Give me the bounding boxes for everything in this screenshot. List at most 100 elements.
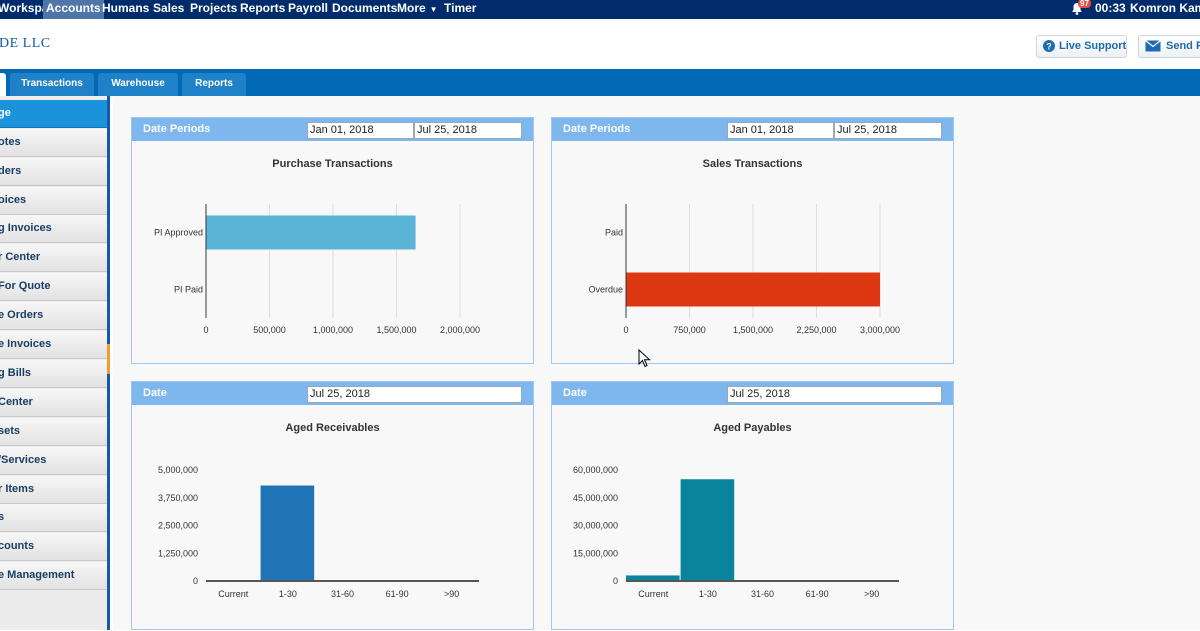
module-tab-bar: Transactions Warehouse Reports bbox=[0, 69, 1200, 96]
y-tick-label: 15,000,000 bbox=[573, 548, 618, 558]
x-category-label: 1-30 bbox=[279, 589, 297, 599]
sales-transactions-panel: Date Periods Jan 01, 2018 Jul 25, 2018 S… bbox=[551, 117, 954, 364]
x-category-label: 61-90 bbox=[386, 589, 409, 599]
send-feedback-button[interactable]: Send Feedback bbox=[1138, 35, 1200, 58]
aged-payables-chart: 0 15,000,000 30,000,000 45,000,000 60,000,00… bbox=[573, 465, 899, 599]
x-tick-label: 1,500,000 bbox=[733, 325, 773, 335]
sidebar-item-recurring-invoices[interactable]: g Invoices bbox=[0, 215, 107, 243]
y-tick-label: 45,000,000 bbox=[573, 493, 618, 503]
bar bbox=[626, 272, 880, 307]
sidebar-item-accounts[interactable]: counts bbox=[0, 533, 107, 561]
clock-time: 00:33 bbox=[1095, 1, 1126, 15]
date-to-input[interactable]: Jul 25, 2018 bbox=[834, 122, 942, 139]
date-to-input[interactable]: Jul 25, 2018 bbox=[414, 122, 522, 139]
x-tick-label: 2,250,000 bbox=[796, 325, 836, 335]
tab-reports[interactable]: Reports bbox=[182, 73, 246, 96]
x-category-label: Current bbox=[218, 589, 249, 599]
purchase-transactions-chart: 0 500,000 1,000,000 1,500,000 2,000,000 PI Ap… bbox=[154, 204, 480, 335]
sidebar-item-dashboard[interactable]: ge bbox=[0, 100, 107, 128]
envelope-icon bbox=[1145, 40, 1161, 52]
y-tick-label: 0 bbox=[613, 576, 618, 586]
x-tick-label: 1,500,000 bbox=[376, 325, 416, 335]
sidebar-item-purchase-invoices[interactable]: e Invoices bbox=[0, 331, 107, 359]
nav-sales[interactable]: Sales bbox=[153, 1, 185, 15]
sidebar-item-banks[interactable]: s bbox=[0, 504, 107, 532]
sidebar-item-quotes[interactable]: otes bbox=[0, 129, 107, 157]
svg-text:?: ? bbox=[1046, 42, 1052, 52]
y-tick-label: 30,000,000 bbox=[573, 521, 618, 531]
company-name: DE LLC bbox=[0, 36, 51, 51]
nav-humans[interactable]: Humans bbox=[102, 1, 150, 15]
x-category-label: 31-60 bbox=[751, 589, 774, 599]
sidebar-item-invoices[interactable]: oices bbox=[0, 187, 107, 215]
sidebar-item-recurring-bills[interactable]: g Bills bbox=[0, 360, 107, 388]
sidebar-item-products-services[interactable]: /Services bbox=[0, 447, 107, 475]
panel-header-label: Date bbox=[143, 387, 167, 399]
x-category-label: >90 bbox=[864, 589, 879, 599]
caret-down-icon: ▼ bbox=[429, 5, 438, 14]
x-tick-label: 750,000 bbox=[673, 325, 706, 335]
chart-title: Sales Transactions bbox=[702, 158, 803, 170]
nav-more[interactable]: More ▼ bbox=[397, 0, 438, 19]
date-from-input[interactable]: Jan 01, 2018 bbox=[727, 122, 834, 139]
live-support-button[interactable]: ? Live Support bbox=[1036, 35, 1127, 58]
x-tick-label: 0 bbox=[203, 325, 208, 335]
y-category-label: Overdue bbox=[588, 285, 623, 295]
y-tick-label: 5,000,000 bbox=[158, 465, 198, 475]
y-tick-label: 0 bbox=[193, 576, 198, 586]
y-tick-label: 60,000,000 bbox=[573, 465, 618, 475]
sidebar-item-orders[interactable]: ders bbox=[0, 158, 107, 186]
x-category-label: Current bbox=[638, 589, 669, 599]
panel-header-label: Date Periods bbox=[563, 123, 631, 135]
nav-accounts[interactable]: Accounts bbox=[43, 0, 104, 19]
bar bbox=[680, 479, 735, 581]
bar bbox=[260, 485, 315, 581]
sidebar-item-purchase-orders[interactable]: e Orders bbox=[0, 302, 107, 330]
nav-documents[interactable]: Documents bbox=[332, 1, 398, 15]
date-input[interactable]: Jul 25, 2018 bbox=[727, 386, 942, 403]
y-tick-label: 3,750,000 bbox=[158, 493, 198, 503]
sidebar-item-vendor-center[interactable]: Center bbox=[0, 389, 107, 417]
help-circle-icon: ? bbox=[1043, 40, 1055, 52]
nav-reports[interactable]: Reports bbox=[240, 1, 286, 15]
y-category-label: PI Paid bbox=[174, 285, 203, 295]
chart-title: Aged Payables bbox=[713, 422, 792, 434]
sidebar-item-inventory-items[interactable]: r Items bbox=[0, 476, 107, 504]
sidebar-item-request-for-quote[interactable]: For Quote bbox=[0, 273, 107, 301]
x-tick-label: 500,000 bbox=[253, 325, 286, 335]
nav-payroll[interactable]: Payroll bbox=[288, 1, 329, 15]
user-name[interactable]: Komron Kamalov bbox=[1130, 1, 1200, 15]
date-from-input[interactable]: Jan 01, 2018 bbox=[307, 122, 414, 139]
chart-title: Aged Receivables bbox=[285, 422, 380, 434]
sidebar-item-customer-center[interactable]: r Center bbox=[0, 244, 107, 272]
sidebar-item-storage-management[interactable]: e Management bbox=[0, 562, 107, 590]
panel-header-label: Date Periods bbox=[143, 123, 211, 135]
x-category-label: 1-30 bbox=[699, 589, 717, 599]
mouse-cursor-icon bbox=[638, 349, 651, 368]
date-input[interactable]: Jul 25, 2018 bbox=[307, 386, 522, 403]
y-category-label: Paid bbox=[605, 228, 623, 238]
sales-transactions-chart: 0 750,000 1,500,000 2,250,000 3,000,000 Paid O… bbox=[588, 204, 900, 335]
x-category-label: >90 bbox=[444, 589, 459, 599]
sidebar-item-assets[interactable]: sets bbox=[0, 418, 107, 446]
x-tick-label: 0 bbox=[623, 325, 628, 335]
x-tick-label: 2,000,000 bbox=[440, 325, 480, 335]
nav-timer[interactable]: Timer bbox=[444, 1, 477, 15]
x-category-label: 61-90 bbox=[806, 589, 829, 599]
live-support-label: Live Support bbox=[1059, 40, 1127, 52]
tab-active-dashboard[interactable] bbox=[0, 73, 6, 96]
nav-projects[interactable]: Projects bbox=[190, 1, 238, 15]
y-tick-label: 1,250,000 bbox=[158, 548, 198, 558]
y-category-label: PI Approved bbox=[154, 228, 203, 238]
sidebar: ge otes ders oices g Invoices r Center F… bbox=[0, 96, 110, 630]
y-tick-label: 2,500,000 bbox=[158, 521, 198, 531]
panel-header-label: Date bbox=[563, 387, 587, 399]
tab-warehouse[interactable]: Warehouse bbox=[98, 73, 178, 96]
x-tick-label: 3,000,000 bbox=[860, 325, 900, 335]
tab-transactions[interactable]: Transactions bbox=[10, 73, 94, 96]
x-category-label: 31-60 bbox=[331, 589, 354, 599]
aged-receivables-chart: 0 1,250,000 2,500,000 3,750,000 5,000,000 Cur… bbox=[158, 465, 479, 599]
bar bbox=[626, 575, 680, 581]
send-feedback-label: Send Feedback bbox=[1166, 40, 1200, 52]
bar bbox=[206, 215, 416, 250]
